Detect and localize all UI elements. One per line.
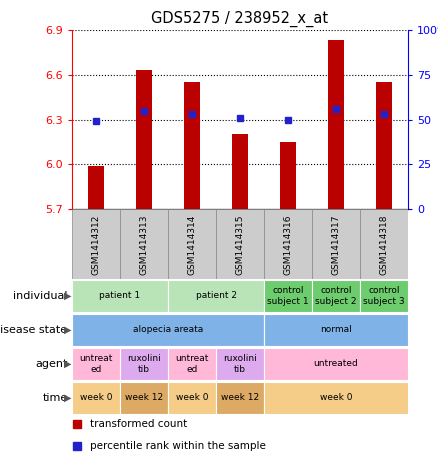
Bar <box>72 280 168 312</box>
Bar <box>376 82 392 209</box>
Bar <box>72 209 120 279</box>
Bar <box>72 348 120 381</box>
Bar <box>264 280 312 312</box>
Text: GSM1414318: GSM1414318 <box>379 215 389 275</box>
Text: ▶: ▶ <box>64 291 71 301</box>
Text: ▶: ▶ <box>64 325 71 335</box>
Bar <box>312 280 360 312</box>
Text: GSM1414316: GSM1414316 <box>283 215 293 275</box>
Text: untreated: untreated <box>314 360 358 368</box>
Text: control
subject 3: control subject 3 <box>363 286 405 306</box>
Text: week 0: week 0 <box>80 394 112 403</box>
Bar <box>360 209 408 279</box>
Bar <box>136 70 152 209</box>
Text: week 12: week 12 <box>125 394 163 403</box>
Bar <box>279 142 297 209</box>
Bar <box>120 382 168 414</box>
Bar <box>168 280 264 312</box>
Text: ▶: ▶ <box>64 393 71 403</box>
Bar <box>120 348 168 381</box>
Bar <box>264 313 408 347</box>
Text: patient 1: patient 1 <box>99 291 141 300</box>
Text: GSM1414315: GSM1414315 <box>236 215 244 275</box>
Bar <box>216 348 264 381</box>
Bar <box>264 209 312 279</box>
Text: disease state: disease state <box>0 325 67 335</box>
Bar <box>264 348 408 381</box>
Bar <box>216 382 264 414</box>
Text: GSM1414312: GSM1414312 <box>92 215 100 275</box>
Text: week 0: week 0 <box>176 394 208 403</box>
Text: ▶: ▶ <box>64 359 71 369</box>
Text: individual: individual <box>13 291 67 301</box>
Bar <box>72 382 120 414</box>
Text: untreat
ed: untreat ed <box>175 354 208 374</box>
Bar <box>312 209 360 279</box>
Text: alopecia areata: alopecia areata <box>133 326 203 334</box>
Text: control
subject 1: control subject 1 <box>267 286 309 306</box>
Bar <box>168 209 216 279</box>
Bar <box>168 348 216 381</box>
Text: ruxolini
tib: ruxolini tib <box>127 354 161 374</box>
Text: normal: normal <box>320 326 352 334</box>
Bar <box>168 382 216 414</box>
Text: week 12: week 12 <box>221 394 259 403</box>
Text: ruxolini
tib: ruxolini tib <box>223 354 257 374</box>
Bar <box>232 135 248 209</box>
Text: agent: agent <box>35 359 67 369</box>
Text: patient 2: patient 2 <box>195 291 237 300</box>
Title: GDS5275 / 238952_x_at: GDS5275 / 238952_x_at <box>152 11 328 27</box>
Text: GSM1414317: GSM1414317 <box>332 215 340 275</box>
Text: percentile rank within the sample: percentile rank within the sample <box>91 441 266 451</box>
Text: untreat
ed: untreat ed <box>79 354 113 374</box>
Text: GSM1414314: GSM1414314 <box>187 215 197 275</box>
Bar <box>72 313 264 347</box>
Bar <box>88 166 104 209</box>
Text: GSM1414313: GSM1414313 <box>139 215 148 275</box>
Bar <box>360 280 408 312</box>
Text: control
subject 2: control subject 2 <box>315 286 357 306</box>
Bar <box>216 209 264 279</box>
Text: week 0: week 0 <box>320 394 352 403</box>
Bar <box>328 40 344 209</box>
Bar <box>120 209 168 279</box>
Bar <box>264 382 408 414</box>
Text: time: time <box>42 393 67 403</box>
Text: transformed count: transformed count <box>91 419 188 429</box>
Bar <box>184 82 201 209</box>
